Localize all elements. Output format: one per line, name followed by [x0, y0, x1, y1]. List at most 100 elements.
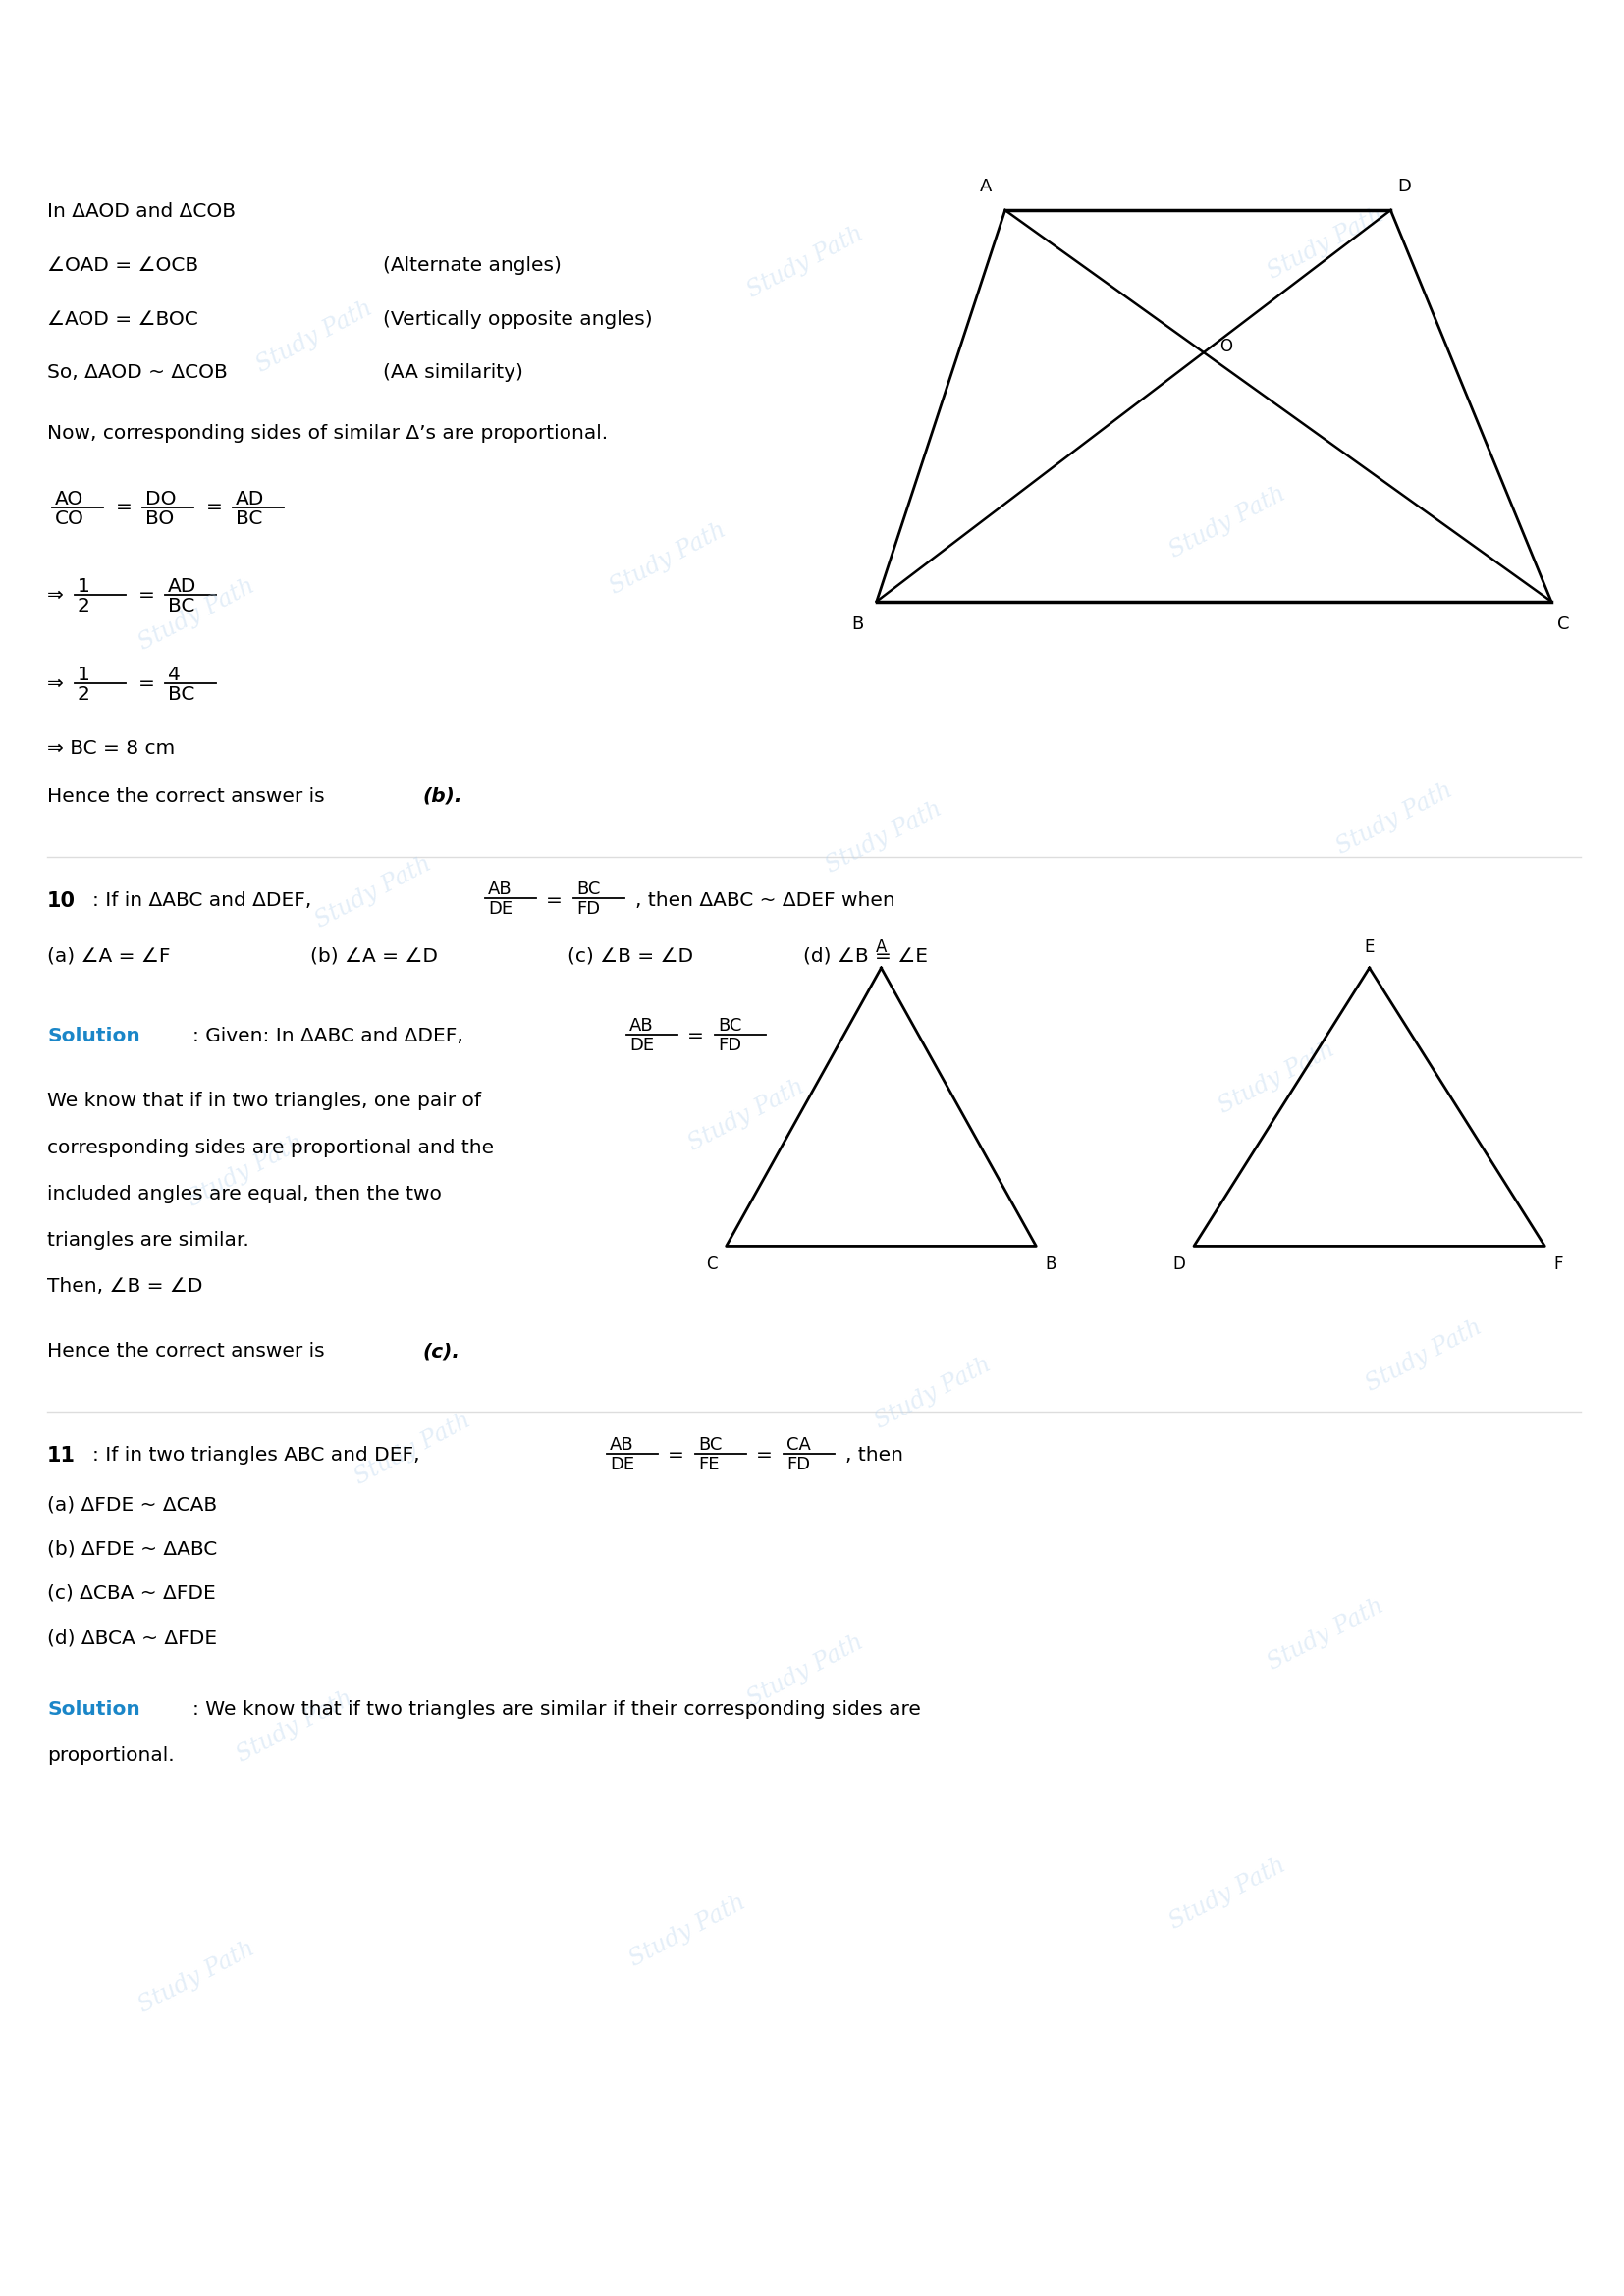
Text: 10: 10 [47, 891, 76, 912]
Text: (AA similarity): (AA similarity) [383, 363, 523, 381]
Text: (c) ΔCBA ~ ΔFDE: (c) ΔCBA ~ ΔFDE [47, 1584, 216, 1603]
Text: Study: Study [104, 53, 140, 67]
Text: BO: BO [145, 510, 174, 528]
Text: , then: , then [846, 1446, 903, 1465]
Text: (d) ∠B = ∠E: (d) ∠B = ∠E [804, 946, 927, 964]
Text: Study Path: Study Path [625, 1890, 749, 1970]
Text: =: = [206, 498, 222, 517]
Text: : Given: In ΔABC and ΔDEF,: : Given: In ΔABC and ΔDEF, [193, 1026, 463, 1045]
Text: proportional.: proportional. [47, 1747, 174, 1766]
Text: Solution: Solution [47, 1026, 140, 1045]
Text: CO: CO [55, 510, 84, 528]
Text: (c).: (c). [422, 1343, 460, 1362]
Text: Study Path: Study Path [822, 797, 945, 877]
Text: Class - 10: Class - 10 [745, 18, 879, 41]
Text: BC: BC [167, 597, 195, 615]
Text: =: = [546, 891, 562, 909]
Text: A: A [981, 179, 992, 195]
Text: Path: Path [107, 103, 136, 117]
Text: triangles are similar.: triangles are similar. [47, 1231, 248, 1249]
Text: (c) ∠B = ∠D: (c) ∠B = ∠D [567, 946, 693, 964]
Text: Study Path: Study Path [232, 1688, 357, 1768]
Text: corresponding sides are proportional and the: corresponding sides are proportional and… [47, 1139, 494, 1157]
Text: (b).: (b). [422, 788, 461, 806]
Text: B: B [851, 615, 864, 634]
Text: O: O [1220, 338, 1233, 356]
Text: Study Path: Study Path [1363, 1316, 1486, 1396]
Text: BC: BC [167, 684, 195, 705]
Text: Study Path: Study Path [252, 296, 377, 377]
Text: =: = [138, 585, 154, 604]
Text: B: B [1044, 1256, 1056, 1274]
Text: Study Path: Study Path [184, 1130, 307, 1210]
Text: FD: FD [718, 1035, 742, 1054]
Text: ⇒: ⇒ [47, 585, 63, 604]
Text: (b) ΔFDE ~ ΔABC: (b) ΔFDE ~ ΔABC [47, 1541, 218, 1559]
Text: Study Path: Study Path [870, 1352, 994, 1433]
Text: DE: DE [609, 1456, 635, 1474]
Text: =: = [115, 498, 133, 517]
Text: DO: DO [145, 489, 177, 507]
Text: Study Path: Study Path [744, 223, 867, 303]
Text: (Alternate angles): (Alternate angles) [383, 257, 562, 276]
Text: F: F [1554, 1256, 1562, 1274]
Text: ⇒ BC = 8 cm: ⇒ BC = 8 cm [47, 739, 175, 758]
Text: Study Path: Study Path [1215, 1038, 1338, 1118]
Text: C: C [706, 1256, 718, 1274]
Text: C: C [1557, 615, 1570, 634]
Text: AO: AO [55, 489, 84, 507]
Text: Study Path: Study Path [1263, 204, 1387, 285]
Text: Study Path: Study Path [351, 1410, 474, 1488]
Text: =: = [138, 675, 154, 693]
Text: , then ΔABC ~ ΔDEF when: , then ΔABC ~ ΔDEF when [635, 891, 895, 909]
Text: ∠OAD = ∠OCB: ∠OAD = ∠OCB [47, 257, 198, 276]
Text: ⇒: ⇒ [47, 675, 63, 693]
Text: (b) ∠A = ∠D: (b) ∠A = ∠D [310, 946, 438, 964]
Text: CA: CA [786, 1435, 810, 1453]
Text: Study Path: Study Path [1166, 482, 1289, 563]
Text: Solution: Solution [47, 1699, 140, 1720]
Text: 1: 1 [78, 579, 91, 597]
Text: included angles are equal, then the two: included angles are equal, then the two [47, 1185, 442, 1203]
Text: : We know that if two triangles are similar if their corresponding sides are: : We know that if two triangles are simi… [193, 1699, 921, 1720]
Text: AB: AB [487, 882, 512, 898]
Text: Study Path: Study Path [1332, 778, 1457, 859]
Text: Study Path: Study Path [135, 574, 258, 654]
Text: In ΔAOD and ΔCOB: In ΔAOD and ΔCOB [47, 202, 235, 220]
Text: Page 6 of 19: Page 6 of 19 [745, 2243, 879, 2262]
Text: 11: 11 [47, 1446, 76, 1465]
Text: Study Path: Study Path [744, 1630, 867, 1711]
Text: Chapter 7: Triangles: Chapter 7: Triangles [672, 131, 952, 154]
Text: Study Path: Study Path [135, 1938, 258, 2018]
Text: D: D [1397, 179, 1411, 195]
Text: FD: FD [577, 900, 599, 918]
Text: (d) ΔBCA ~ ΔFDE: (d) ΔBCA ~ ΔFDE [47, 1628, 218, 1646]
Text: FD: FD [786, 1456, 810, 1474]
Text: Now, corresponding sides of similar Δ’s are proportional.: Now, corresponding sides of similar Δ’s … [47, 425, 607, 443]
Text: Study Path: Study Path [312, 852, 435, 932]
Text: Study Path: Study Path [684, 1075, 809, 1155]
Text: AB: AB [609, 1435, 633, 1453]
Text: BC: BC [235, 510, 263, 528]
Text: 4: 4 [167, 666, 180, 684]
Text: (a) ∠A = ∠F: (a) ∠A = ∠F [47, 946, 171, 964]
Text: AB: AB [630, 1017, 653, 1035]
Text: AD: AD [167, 579, 197, 597]
Text: (a) ΔFDE ~ ΔCAB: (a) ΔFDE ~ ΔCAB [47, 1495, 218, 1513]
Text: BC: BC [577, 882, 601, 898]
Text: Study Path: Study Path [1166, 1853, 1289, 1933]
Text: E: E [1364, 939, 1374, 955]
Text: =: = [757, 1446, 773, 1465]
Text: 1: 1 [78, 666, 91, 684]
Text: BC: BC [698, 1435, 723, 1453]
Text: =: = [687, 1026, 703, 1045]
Text: So, ΔAOD ~ ΔCOB: So, ΔAOD ~ ΔCOB [47, 363, 227, 381]
Text: We know that if in two triangles, one pair of: We know that if in two triangles, one pa… [47, 1093, 481, 1111]
Text: Math – RD Sharma Solutions: Math – RD Sharma Solutions [615, 73, 1009, 96]
Text: ∠AOD = ∠BOC: ∠AOD = ∠BOC [47, 310, 198, 328]
Text: =: = [667, 1446, 684, 1465]
Text: Study Path: Study Path [1263, 1593, 1387, 1674]
Text: 2: 2 [78, 684, 91, 705]
Text: DE: DE [487, 900, 513, 918]
Text: FE: FE [698, 1456, 719, 1474]
